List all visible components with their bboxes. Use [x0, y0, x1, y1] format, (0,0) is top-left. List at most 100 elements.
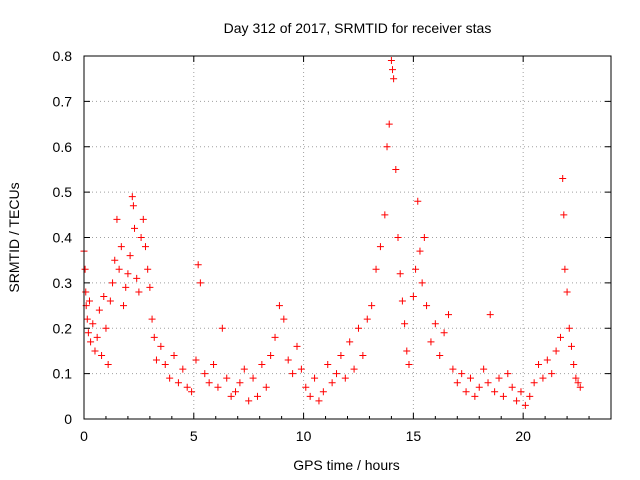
data-point	[146, 283, 154, 291]
y-tick-label: 0.1	[53, 366, 73, 382]
data-point	[462, 388, 470, 396]
data-point	[196, 279, 204, 287]
data-point	[192, 356, 200, 364]
data-point	[148, 315, 156, 323]
data-point	[560, 211, 568, 219]
data-point	[508, 383, 516, 391]
data-point	[475, 383, 483, 391]
data-point	[111, 256, 119, 264]
data-point	[188, 388, 196, 396]
data-point	[403, 347, 411, 355]
data-point	[249, 374, 257, 382]
data-point	[559, 175, 567, 183]
data-point	[109, 279, 117, 287]
data-point	[436, 351, 444, 359]
data-point	[271, 333, 279, 341]
data-point	[280, 315, 288, 323]
data-point	[423, 302, 431, 310]
data-point	[139, 215, 147, 223]
data-point	[346, 338, 354, 346]
data-point	[445, 311, 453, 319]
data-point	[82, 288, 90, 296]
data-point	[137, 234, 145, 241]
data-point	[350, 365, 358, 373]
data-point	[183, 383, 191, 391]
data-point	[396, 270, 404, 278]
data-point	[466, 374, 474, 382]
data-point	[412, 265, 420, 273]
data-point	[311, 374, 319, 382]
data-point	[486, 311, 494, 319]
data-point	[328, 379, 336, 387]
data-point	[543, 356, 551, 364]
data-point	[144, 265, 152, 273]
data-point	[100, 292, 108, 300]
data-point	[152, 356, 160, 364]
data-point	[161, 361, 169, 369]
data-point	[218, 324, 226, 332]
data-point	[394, 234, 402, 241]
x-tick-label: 5	[190, 428, 198, 444]
data-point	[253, 392, 261, 400]
data-point	[179, 365, 187, 373]
data-point	[471, 392, 479, 400]
y-tick-label: 0.2	[53, 320, 73, 336]
data-point	[306, 392, 314, 400]
y-tick-label: 0	[64, 411, 72, 427]
data-point	[93, 333, 101, 341]
data-point	[170, 351, 178, 359]
data-point	[535, 361, 543, 369]
data-point	[572, 374, 580, 382]
data-point	[174, 379, 182, 387]
data-point	[106, 297, 114, 305]
data-point	[517, 388, 525, 396]
data-point	[499, 392, 507, 400]
data-point	[166, 374, 174, 382]
data-point	[548, 370, 556, 378]
data-point	[135, 288, 143, 296]
data-point	[223, 374, 231, 382]
data-point	[95, 306, 103, 314]
data-point	[128, 193, 136, 201]
data-point	[89, 320, 97, 328]
data-point	[131, 224, 139, 232]
data-point	[414, 197, 422, 205]
data-point	[418, 279, 426, 287]
data-point	[574, 379, 582, 387]
ticks-layer: 0 5 10 15 20 0 0.1 0.2 0.3 0.4 0.5 0.6 0.7 0.8	[53, 48, 612, 444]
data-point	[232, 388, 240, 396]
points-layer	[80, 57, 584, 409]
data-point	[324, 361, 332, 369]
x-tick-label: 10	[296, 428, 312, 444]
y-axis-label: SRMTID / TECUs	[6, 182, 22, 292]
data-point	[297, 365, 305, 373]
data-point	[504, 370, 512, 378]
data-point	[376, 243, 384, 251]
data-point	[390, 75, 398, 83]
data-point	[83, 315, 91, 323]
data-point	[245, 397, 253, 405]
y-tick-label: 0.8	[53, 48, 73, 64]
data-point	[337, 351, 345, 359]
data-point	[319, 388, 327, 396]
data-point	[81, 265, 89, 273]
data-point	[416, 247, 424, 255]
data-point	[576, 383, 584, 391]
data-point	[85, 297, 93, 305]
data-point	[201, 370, 209, 378]
data-point	[363, 315, 371, 323]
data-point	[104, 361, 112, 369]
data-point	[526, 392, 534, 400]
data-point	[194, 261, 202, 269]
data-point	[392, 165, 400, 173]
x-tick-label: 20	[515, 428, 531, 444]
data-point	[102, 324, 110, 332]
data-point	[293, 342, 301, 350]
data-point	[556, 333, 564, 341]
data-point	[214, 383, 222, 391]
y-tick-label: 0.7	[53, 93, 73, 109]
data-point	[387, 57, 395, 65]
data-point	[267, 351, 275, 359]
data-point	[205, 379, 213, 387]
